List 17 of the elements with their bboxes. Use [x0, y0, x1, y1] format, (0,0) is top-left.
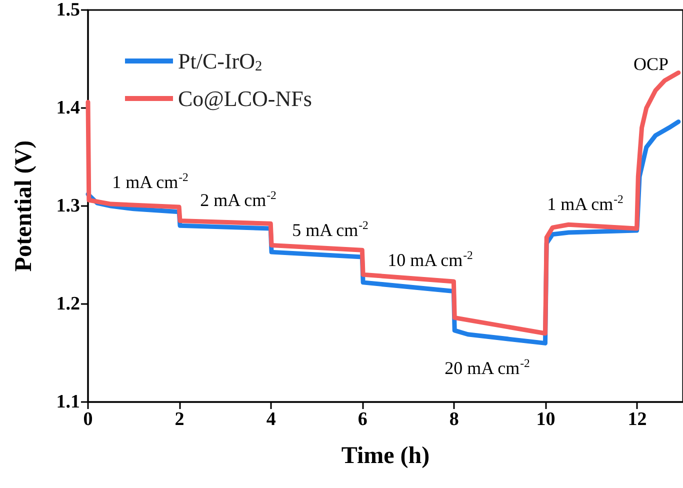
x-axis-title: Time (h)	[341, 443, 430, 469]
x-tick-label: 10	[536, 409, 556, 430]
y-tick-label: 1.1	[56, 392, 80, 412]
annotation: OCP	[633, 54, 669, 74]
y-tick-label: 1.4	[56, 98, 80, 118]
x-tick-label: 0	[83, 409, 93, 430]
x-tick-label: 4	[266, 409, 276, 430]
line-series	[86, 70, 681, 336]
x-tick-label: 8	[449, 409, 459, 430]
x-tick-label: 6	[358, 409, 368, 430]
legend-label: Co@LCO-NFs	[178, 86, 312, 111]
x-tick-label: 12	[628, 409, 647, 430]
y-axis-title: Potential (V)	[11, 140, 37, 272]
y-tick-label: 1.5	[56, 0, 80, 20]
x-tick-label: 2	[174, 409, 184, 430]
y-tick-label: 1.2	[56, 294, 80, 314]
y-tick-label: 1.3	[56, 196, 80, 216]
